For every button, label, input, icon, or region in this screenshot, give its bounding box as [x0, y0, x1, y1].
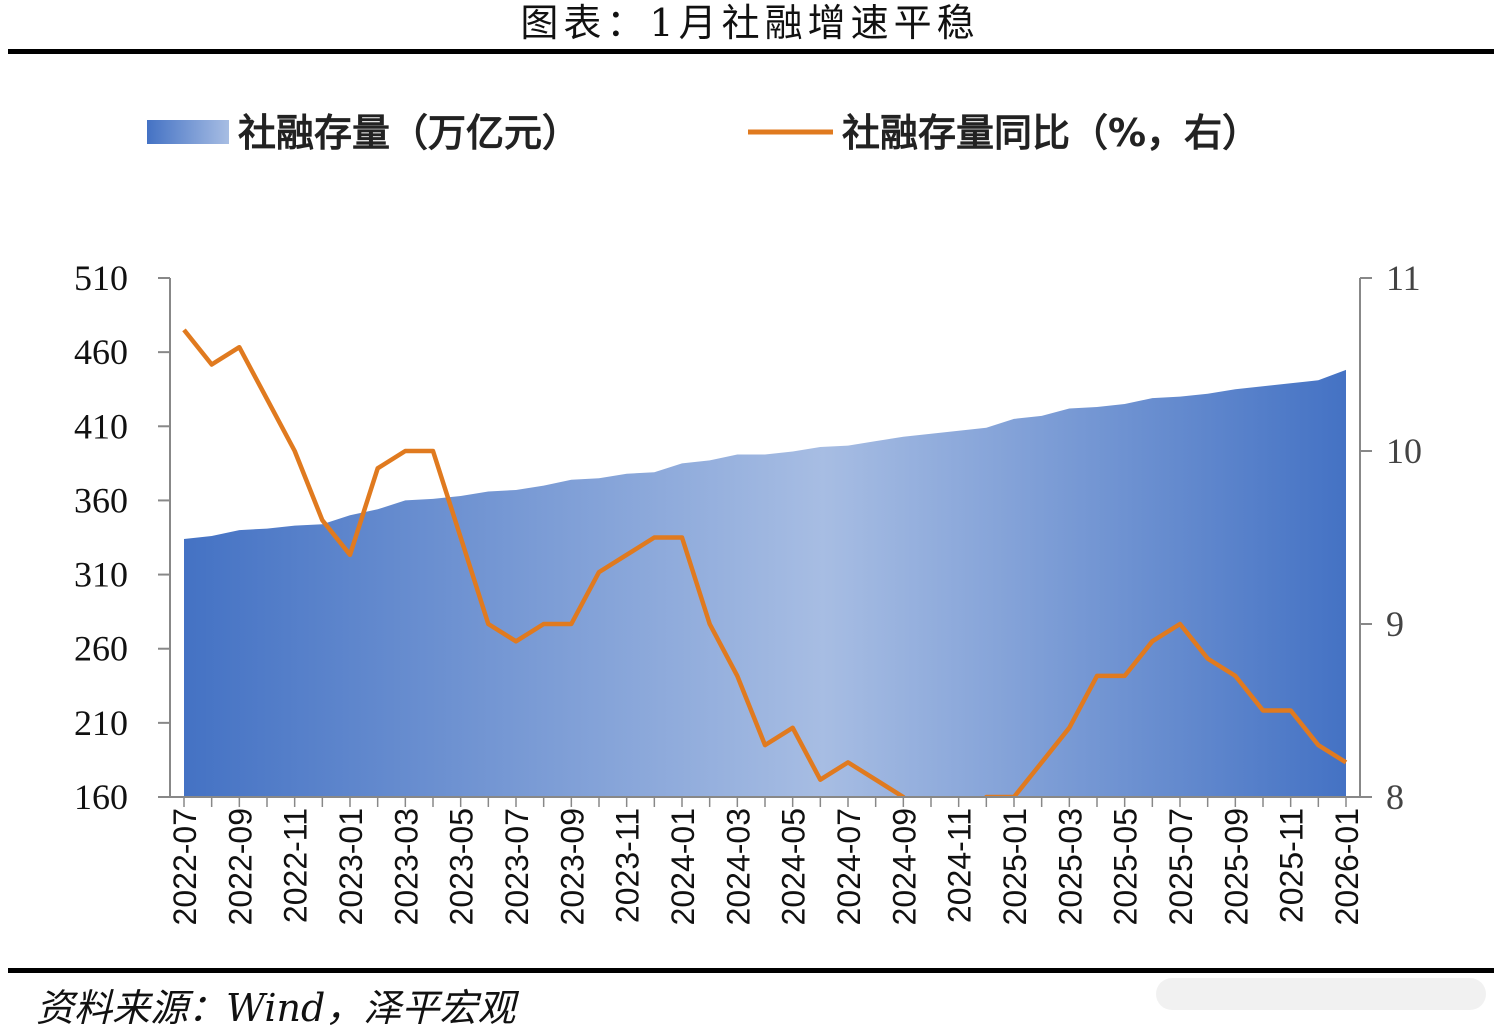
- x-tick-label: 2023-03: [388, 808, 424, 925]
- x-tick-label: 2025-01: [997, 808, 1033, 925]
- left-tick-label: 360: [74, 480, 128, 520]
- x-tick-label: 2025-05: [1108, 808, 1144, 925]
- left-tick-label: 160: [74, 777, 128, 817]
- x-tick-label: 2024-07: [831, 808, 867, 925]
- right-tick-label: 8: [1386, 777, 1404, 817]
- source-note: 资料来源：Wind，泽平宏观: [36, 986, 516, 1030]
- bottom-rule: [8, 968, 1494, 973]
- left-tick-label: 460: [74, 332, 128, 372]
- line-series-yoy: [182, 328, 1348, 798]
- right-tick-label: 9: [1386, 604, 1404, 644]
- area-series-stock: [184, 369, 1346, 797]
- right-tick-label: 10: [1386, 431, 1422, 471]
- chart: 社融存量（万亿元） 社融存量同比（%，右） 510 460 410 360 310 260…: [74, 111, 1422, 925]
- x-tick-label: 2025-09: [1218, 808, 1254, 925]
- legend-line-label: 社融存量同比（%，右）: [842, 111, 1260, 155]
- right-tick-label: 11: [1386, 258, 1421, 298]
- x-tick-label: 2025-11: [1274, 808, 1310, 923]
- left-tick-label: 410: [74, 406, 128, 446]
- x-tick-label: 2022-09: [222, 808, 258, 925]
- left-tick-label: 260: [74, 629, 128, 669]
- top-rule: [8, 49, 1494, 54]
- x-tick-label: 2026-01: [1329, 808, 1365, 925]
- x-tick-label: 2024-01: [665, 808, 701, 925]
- x-tick-label: 2024-03: [720, 808, 756, 925]
- x-tick-label: 2024-09: [886, 808, 922, 925]
- x-tick-label: 2023-11: [610, 808, 646, 923]
- x-tick-label: 2022-11: [278, 808, 314, 923]
- left-tick-label: 210: [74, 703, 128, 743]
- legend-area-label: 社融存量（万亿元）: [238, 111, 580, 155]
- x-tick-label: 2022-07: [167, 808, 203, 925]
- left-tick-label: 310: [74, 555, 128, 595]
- x-tick-label: 2023-09: [554, 808, 590, 925]
- left-tick-label: 510: [74, 258, 128, 298]
- x-tick-label: 2024-05: [776, 808, 812, 925]
- x-tick-label: 2025-03: [1052, 808, 1088, 925]
- x-tick-label: 2023-01: [333, 808, 369, 925]
- legend-area-swatch: [147, 120, 229, 144]
- chart-title: 图表：1月社融增速平稳: [520, 1, 980, 45]
- watermark-image: [1156, 978, 1486, 1010]
- x-tick-label: 2023-07: [499, 808, 535, 925]
- x-tick-label: 2023-05: [444, 808, 480, 925]
- x-tick-label: 2025-07: [1163, 808, 1199, 925]
- x-tick-label: 2024-11: [942, 808, 978, 923]
